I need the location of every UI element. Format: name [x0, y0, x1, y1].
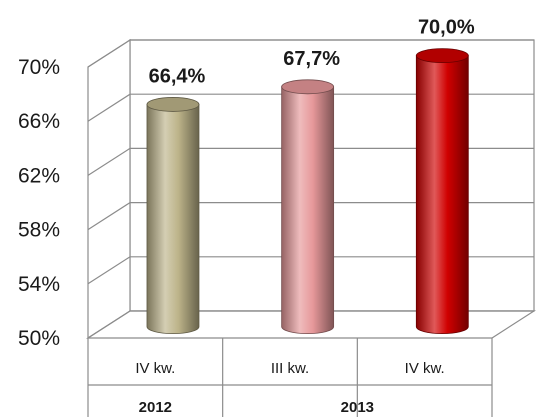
data-label: 70,0% [418, 17, 475, 39]
x-category-label: III kw. [271, 360, 309, 377]
data-label: 66,4% [149, 65, 206, 87]
bar [281, 79, 335, 335]
x-category-label: IV kw. [405, 360, 445, 377]
x-axis-table: IV kw. III kw. IV kw. 2012 2013 [87, 338, 493, 417]
gridline [87, 202, 534, 231]
gridline [87, 256, 534, 285]
y-tick-label: 62% [18, 164, 60, 187]
bars [146, 48, 469, 335]
y-tick-label: 54% [18, 273, 60, 296]
bar-body [281, 86, 335, 335]
y-axis: 50% 54% 58% 62% 66% 70% [18, 56, 60, 350]
gridline [87, 93, 534, 122]
y-tick-label: 66% [18, 110, 60, 133]
data-labels: 66,4% 67,7% 70,0% [149, 17, 475, 88]
gridlines [87, 39, 534, 339]
x-group-label: 2013 [341, 399, 374, 416]
y-tick-label: 58% [18, 219, 60, 242]
bar [146, 97, 200, 335]
y-tick-label: 50% [18, 327, 60, 350]
gridline [87, 39, 534, 68]
bar-top [415, 48, 469, 64]
gridline [87, 310, 534, 339]
x-group-label: 2012 [139, 399, 172, 416]
bar-top [146, 97, 200, 112]
gridline [87, 147, 534, 176]
bar-top [281, 79, 335, 95]
bar [415, 48, 469, 335]
x-category-label: IV kw. [135, 360, 175, 377]
side-wall [87, 38, 131, 340]
y-tick-label: 70% [18, 56, 60, 79]
bar-body [415, 55, 469, 335]
data-label: 67,7% [283, 48, 340, 70]
bar-body [146, 104, 200, 335]
